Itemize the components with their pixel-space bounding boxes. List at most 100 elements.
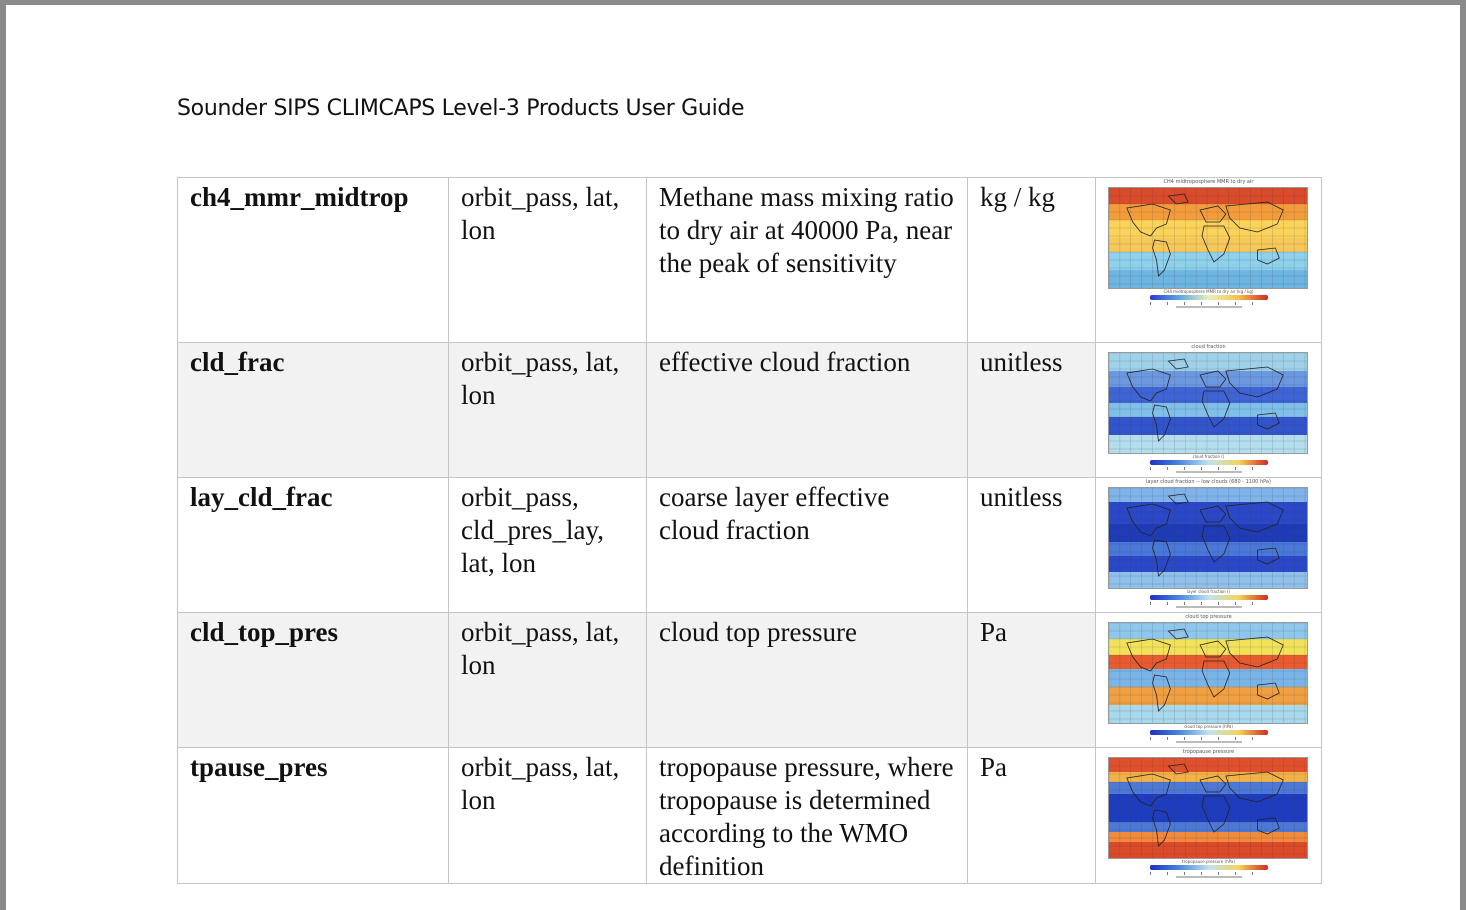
map-thumbnail-cell: cloud top pressure cloud top pressure (h… — [1095, 612, 1322, 748]
map-stats-line — [1176, 306, 1242, 308]
colorbar-ticks — [1150, 602, 1268, 605]
map-color-band — [1109, 832, 1307, 843]
map-color-band — [1109, 687, 1307, 706]
variable-name: cld_top_pres — [177, 612, 449, 748]
coastline — [1201, 390, 1231, 428]
variable-units: unitless — [967, 342, 1096, 478]
coastline — [1152, 404, 1171, 442]
coastline — [1167, 358, 1189, 370]
coastline — [1126, 203, 1171, 237]
global-map-image — [1108, 352, 1308, 454]
map-color-band — [1109, 204, 1307, 221]
map-stats-line — [1176, 471, 1242, 473]
coastline — [1199, 505, 1227, 523]
map-color-band — [1109, 623, 1307, 640]
map-stats-line — [1176, 741, 1242, 743]
map-title: CH4 midtroposphere MMR to dry air — [1163, 179, 1254, 185]
coastline — [1201, 225, 1231, 263]
coastline — [1201, 660, 1231, 698]
coastline — [1201, 795, 1231, 833]
map-color-band — [1109, 270, 1307, 288]
coastline — [1225, 771, 1284, 803]
variable-name: lay_cld_frac — [177, 477, 449, 613]
map-color-band — [1109, 387, 1307, 404]
variable-description: coarse layer effective cloud fraction — [646, 477, 968, 613]
variable-description: Methane mass mixing ratio to dry air at … — [646, 177, 968, 343]
table-row: tpause_pres orbit_pass, lat, lon tropopa… — [177, 747, 1322, 884]
coastline — [1152, 239, 1171, 277]
variable-units: Pa — [967, 747, 1096, 884]
map-thumbnail-cell: CH4 midtroposphere MMR to dry air CH4 mi… — [1095, 177, 1322, 343]
map-color-band — [1109, 842, 1307, 858]
global-map-image — [1108, 487, 1308, 589]
coastline — [1225, 366, 1284, 398]
map-color-band — [1109, 758, 1307, 773]
colorbar-label: cloud fraction () — [1192, 454, 1225, 459]
global-map-image — [1108, 187, 1308, 289]
colorbar — [1150, 865, 1268, 870]
map-color-band — [1109, 772, 1307, 783]
map-color-band — [1109, 705, 1307, 723]
map-color-band — [1109, 238, 1307, 253]
map-color-band — [1109, 572, 1307, 588]
coastline — [1167, 628, 1189, 640]
map-title: cloud top pressure — [1185, 614, 1232, 620]
map-color-band — [1109, 502, 1307, 525]
map-color-band — [1109, 524, 1307, 543]
table-row: cld_frac orbit_pass, lat, lon effective … — [177, 342, 1322, 478]
coastline — [1257, 682, 1280, 700]
map-title: layer cloud fraction -- low clouds (680 … — [1146, 479, 1271, 485]
map-color-band — [1109, 782, 1307, 795]
colorbar-ticks — [1150, 737, 1268, 740]
coastline — [1257, 247, 1280, 265]
colorbar-label: tropopause pressure (hPa) — [1182, 859, 1235, 864]
colorbar-label: layer cloud fraction () — [1186, 589, 1231, 594]
map-color-band — [1109, 639, 1307, 656]
variable-dimensions: orbit_pass, lat, lon — [448, 612, 647, 748]
variable-dimensions: orbit_pass, lat, lon — [448, 177, 647, 343]
coastline — [1167, 763, 1189, 775]
table-row: ch4_mmr_midtrop orbit_pass, lat, lon Met… — [177, 177, 1322, 343]
map-thumbnail-cell: tropopause pressure tropopause pressure … — [1095, 747, 1322, 884]
coastline — [1225, 201, 1284, 233]
variable-name: ch4_mmr_midtrop — [177, 177, 449, 343]
map-color-band — [1109, 488, 1307, 503]
document-page: Sounder SIPS CLIMCAPS Level-3 Products U… — [6, 5, 1460, 910]
colorbar-label: cloud top pressure (hPa) — [1184, 724, 1233, 729]
map-color-band — [1109, 669, 1307, 688]
colorbar-ticks — [1150, 872, 1268, 875]
variable-name: cld_frac — [177, 342, 449, 478]
variables-table: ch4_mmr_midtrop orbit_pass, lat, lon Met… — [177, 177, 1322, 884]
variable-description: cloud top pressure — [646, 612, 968, 748]
coastline — [1201, 525, 1231, 563]
variable-description: tropopause pressure, where tropopause is… — [646, 747, 968, 884]
map-color-band — [1109, 353, 1307, 372]
variable-dimensions: orbit_pass, cld_pres_lay, lat, lon — [448, 477, 647, 613]
coastline — [1152, 809, 1171, 847]
map-color-band — [1109, 655, 1307, 670]
coastline — [1199, 640, 1227, 658]
coastline — [1152, 674, 1171, 712]
coastline — [1257, 817, 1280, 835]
map-color-band — [1109, 794, 1307, 823]
map-stats-line — [1176, 876, 1242, 878]
map-color-band — [1109, 371, 1307, 388]
colorbar — [1150, 295, 1268, 300]
map-color-band — [1109, 220, 1307, 239]
map-color-band — [1109, 435, 1307, 453]
variable-units: Pa — [967, 612, 1096, 748]
map-stats-line — [1176, 606, 1242, 608]
colorbar-ticks — [1150, 467, 1268, 470]
coastline — [1257, 412, 1280, 430]
variable-dimensions: orbit_pass, lat, lon — [448, 342, 647, 478]
map-color-band — [1109, 417, 1307, 436]
table-row: cld_top_pres orbit_pass, lat, lon cloud … — [177, 612, 1322, 748]
map-title: tropopause pressure — [1182, 749, 1235, 755]
map-color-band — [1109, 556, 1307, 573]
colorbar-label: CH4 midtroposphere MMR to dry air (kg / … — [1163, 289, 1254, 294]
coastline — [1257, 547, 1280, 565]
colorbar — [1150, 595, 1268, 600]
coastline — [1199, 205, 1227, 223]
map-color-band — [1109, 188, 1307, 205]
coastline — [1126, 638, 1171, 672]
